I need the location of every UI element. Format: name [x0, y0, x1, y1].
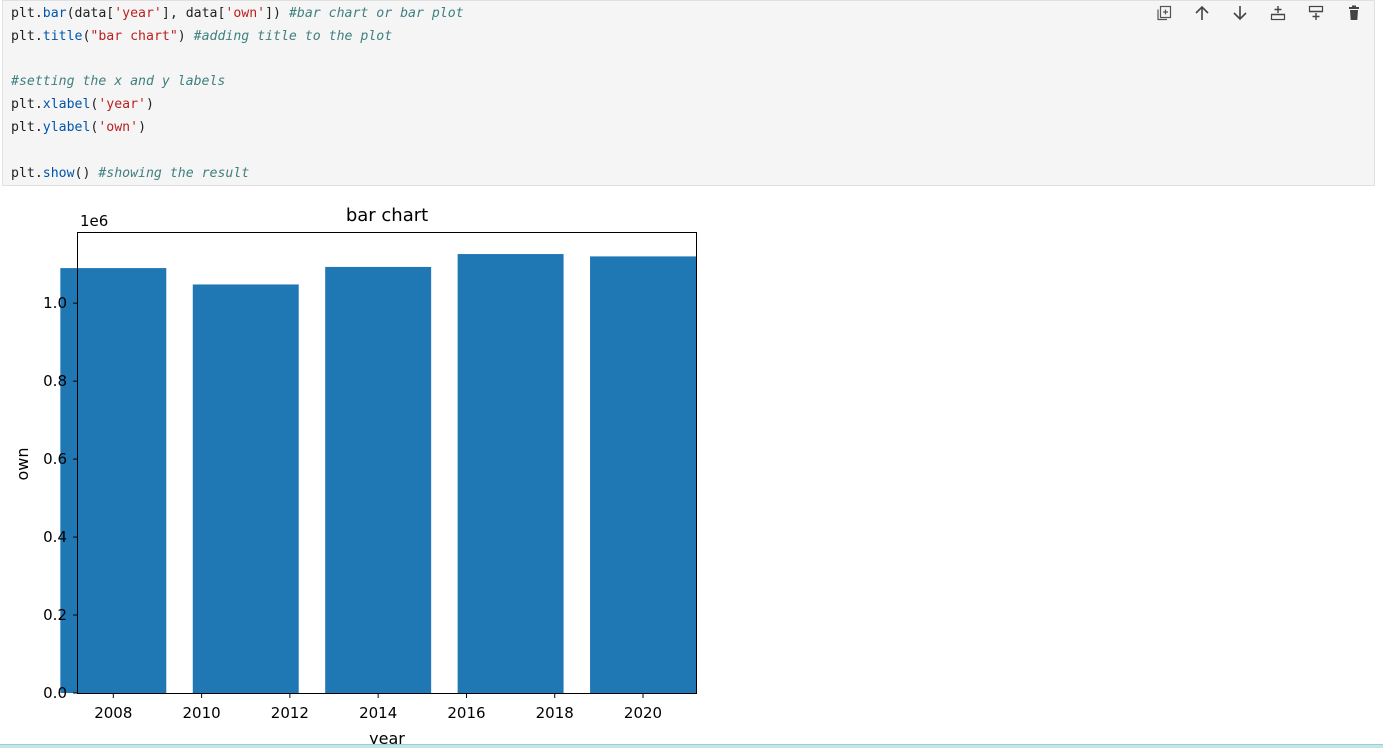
y-tick-label: 0.2 [43, 606, 67, 624]
y-tick-label: 1.0 [43, 294, 67, 312]
cell-toolbar [1150, 3, 1368, 23]
y-tick-label: 0.6 [43, 450, 67, 468]
code-token: 'year' [98, 97, 146, 113]
bar-chart: 2008 2010 2012 2014 2016 2018 2020 0.0 0.2 0.4 0.… [13, 205, 697, 748]
x-tick-label: 2018 [536, 704, 574, 722]
y-tick-label: 0.4 [43, 528, 67, 546]
code-token: ylabel [42, 119, 91, 135]
insert-above-button[interactable] [1264, 3, 1292, 23]
code-token: plt. [11, 97, 43, 113]
code-token: 'own' [225, 6, 266, 21]
code-line [11, 140, 464, 163]
code-line: plt.ylabel('own') [11, 117, 464, 140]
move-down-icon [1232, 5, 1248, 21]
copy-cell-button[interactable] [1150, 3, 1178, 23]
x-tick-label: 2010 [183, 704, 221, 722]
bar-2011 [192, 284, 299, 693]
code-token: 'own' [98, 119, 139, 135]
code-token: ]) [265, 6, 289, 21]
bar-2017 [457, 254, 564, 693]
code-token: #adding title to the plot [193, 28, 393, 44]
x-tick-label: 2016 [447, 704, 485, 722]
code-token: ) [177, 28, 194, 44]
code-token: () [74, 165, 99, 181]
code-line: plt.title("bar chart") #adding title to … [11, 26, 464, 49]
code-cell[interactable]: plt.bar(data['year'], data['own']) #bar … [2, 0, 1375, 186]
bar-2014 [325, 266, 432, 693]
move-down-button[interactable] [1226, 3, 1254, 23]
copy-cell-icon [1156, 5, 1172, 21]
code-token: ) [138, 119, 147, 135]
y-tick-label: 0.8 [43, 372, 67, 390]
code-token: ) [146, 97, 154, 113]
code-token: ( [90, 97, 99, 113]
y-offset-label: 1e6 [80, 212, 108, 230]
delete-cell-button[interactable] [1340, 3, 1368, 23]
code-token: plt. [11, 28, 43, 44]
code-line: plt.xlabel('year') [11, 94, 464, 117]
plot-frame [77, 232, 697, 694]
code-line: #setting the x and y labels [11, 71, 464, 94]
insert-below-icon [1308, 5, 1324, 21]
move-up-button[interactable] [1188, 3, 1216, 23]
cell-output: 2008 2010 2012 2014 2016 2018 2020 0.0 0.2 0.4 0.… [0, 196, 720, 748]
code-token: plt. [11, 119, 43, 135]
x-tick-label: 2014 [359, 704, 397, 722]
bar-2020 [590, 256, 696, 693]
x-axis-label: year [369, 729, 405, 748]
code-token: show [42, 165, 75, 181]
bar-2008 [60, 268, 167, 693]
y-axis-label: own [13, 447, 32, 480]
code-token: #bar chart or bar plot [288, 6, 464, 21]
code-token: ( [90, 119, 99, 135]
code-token: 'year' [114, 6, 162, 21]
code-token: xlabel [42, 97, 91, 113]
code-token: "bar chart" [90, 28, 178, 44]
insert-above-icon [1270, 5, 1286, 21]
x-tick-label: 2012 [271, 704, 309, 722]
code-token: (data[ [66, 6, 115, 21]
code-token: title [42, 28, 83, 44]
code-token: plt. [11, 6, 43, 21]
insert-below-button[interactable] [1302, 3, 1330, 23]
code-token: ( [82, 28, 91, 44]
x-tick-label: 2020 [624, 704, 662, 722]
code-editor[interactable]: plt.bar(data['year'], data['own']) #bar … [11, 3, 464, 185]
code-line [11, 49, 464, 72]
code-token: ], data[ [161, 6, 226, 21]
cell-divider [0, 744, 1383, 748]
code-line: plt.bar(data['year'], data['own']) #bar … [11, 3, 464, 26]
code-token: #showing the result [98, 165, 250, 181]
code-line: plt.show() #showing the result [11, 163, 464, 186]
chart-title: bar chart [346, 205, 428, 226]
x-tick-label: 2008 [94, 704, 132, 722]
code-token: plt. [11, 165, 43, 181]
code-token: bar [42, 6, 67, 21]
code-token: #setting the x and y labels [11, 74, 226, 90]
delete-cell-icon [1346, 5, 1362, 21]
y-tick-label: 0.0 [43, 684, 67, 702]
move-up-icon [1194, 5, 1210, 21]
